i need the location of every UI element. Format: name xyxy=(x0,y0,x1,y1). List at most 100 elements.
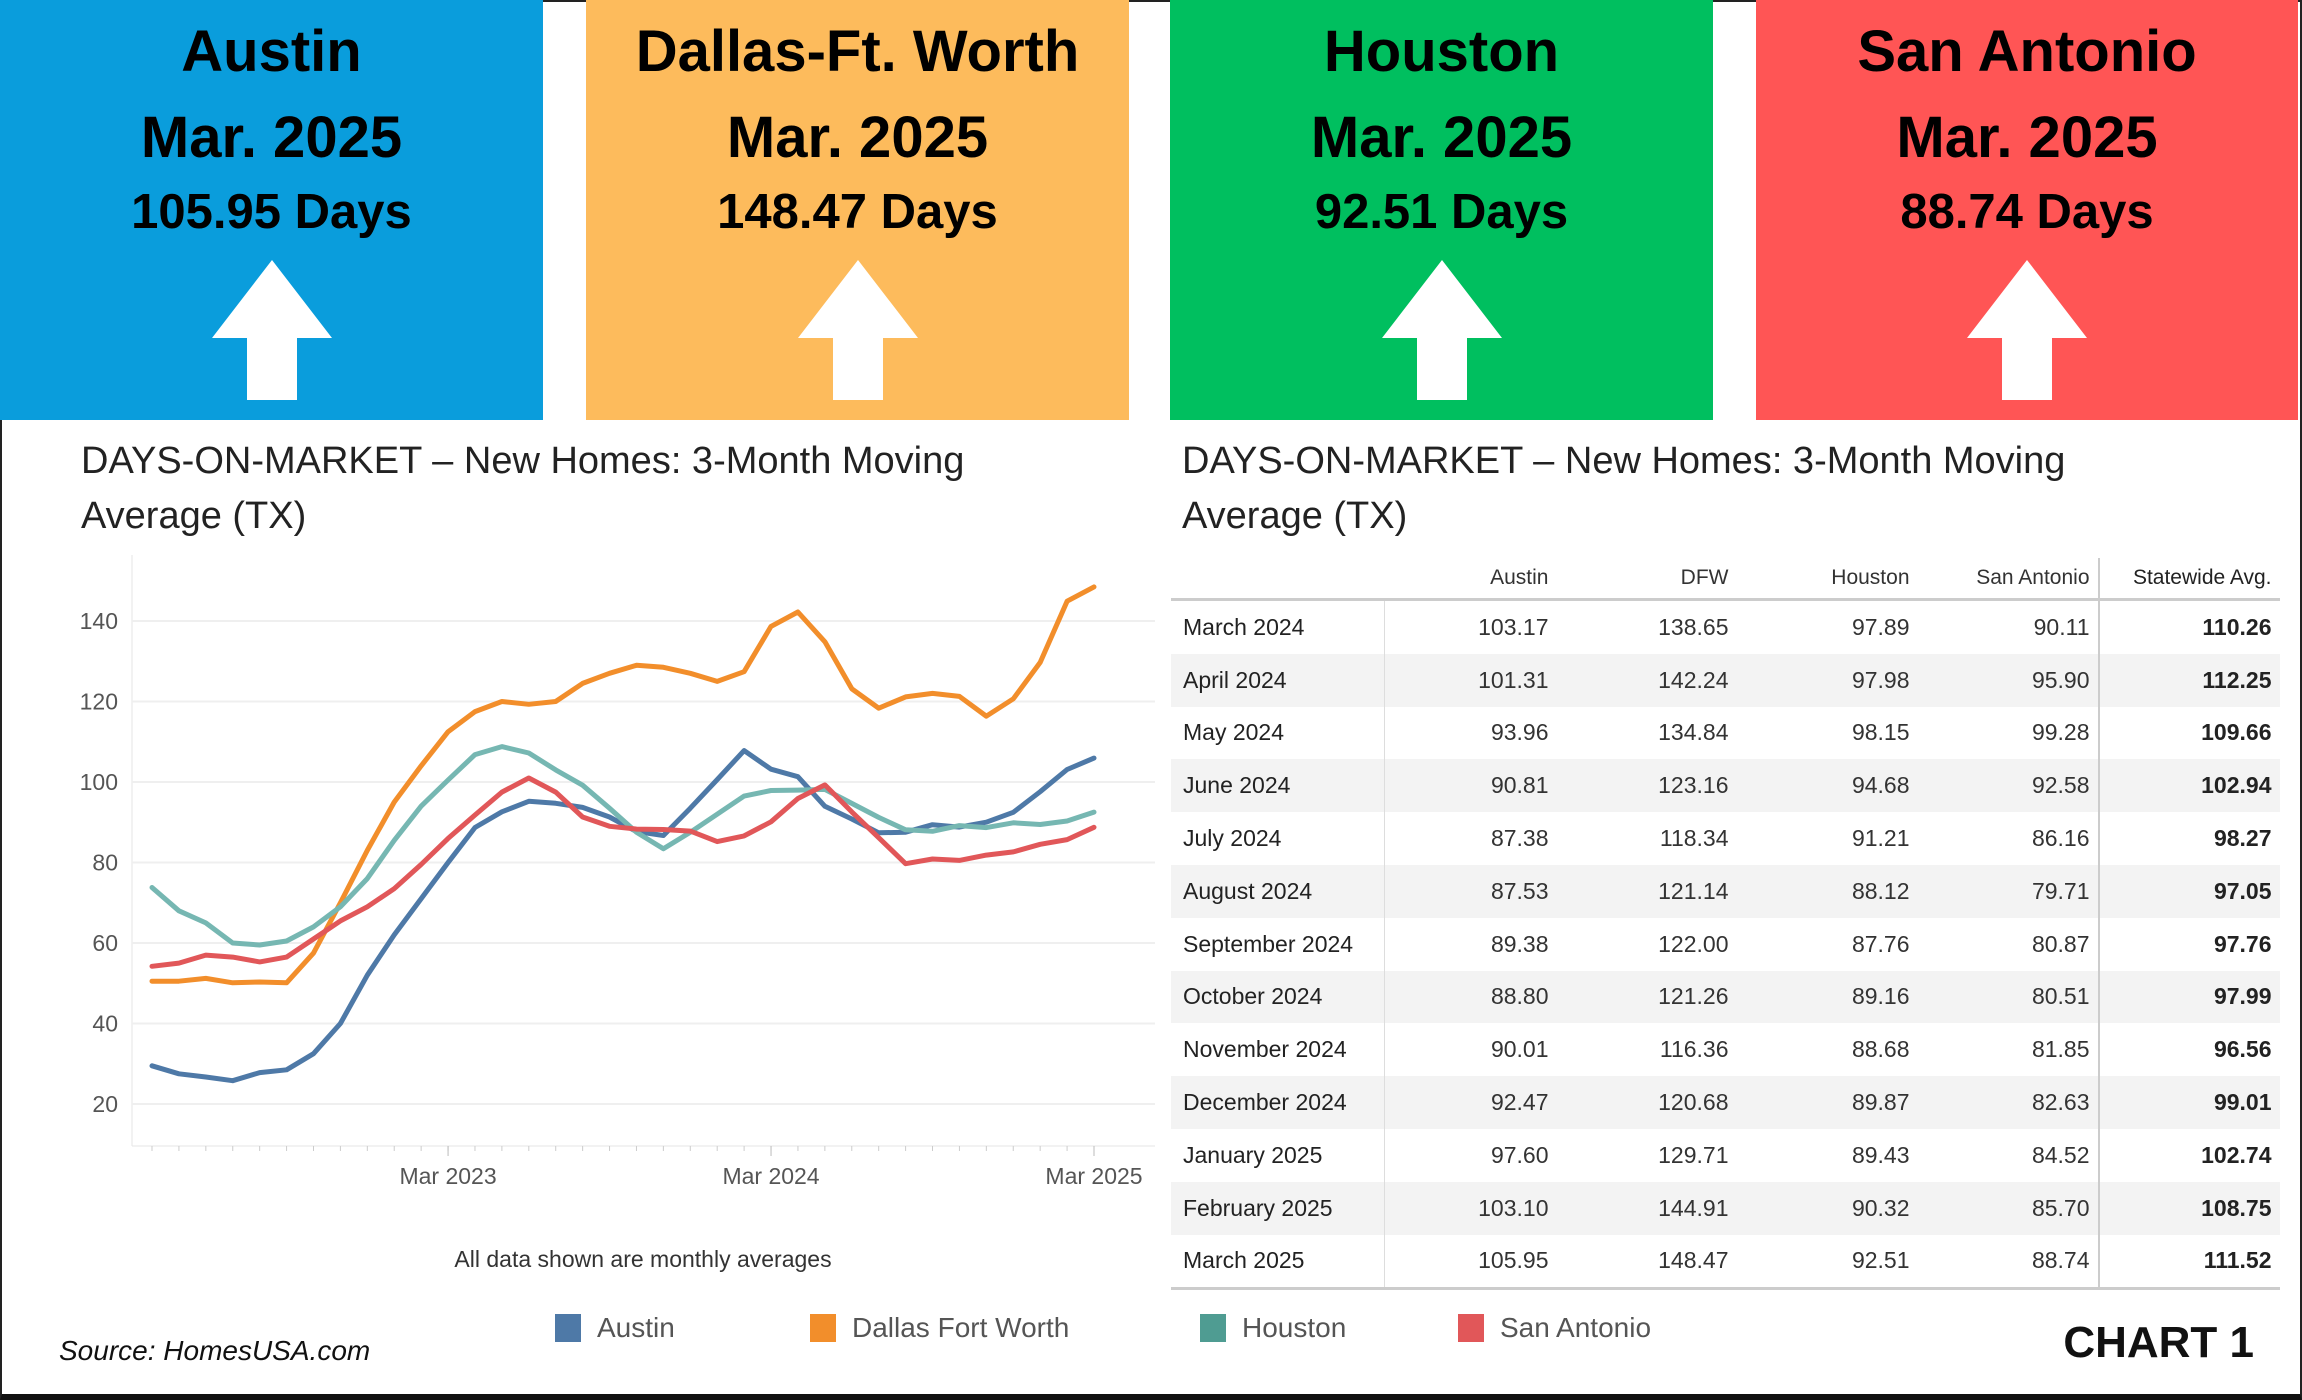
table-cell: 90.01 xyxy=(1490,1036,1549,1063)
table-row: March 2024 103.17 138.65 97.89 90.11 110.26 xyxy=(1171,599,2280,654)
column-header xyxy=(1171,558,1385,601)
table-cell: 95.90 xyxy=(1917,653,2099,707)
table-cell: 101.31 xyxy=(1384,653,1557,707)
card-city: San Antonio xyxy=(1857,19,2197,84)
table-row: September 2024 89.38 122.00 87.76 80.87 97.76 xyxy=(1171,917,2280,971)
arrow-up-icon xyxy=(211,260,332,400)
table-cell: 97.60 xyxy=(1490,1141,1549,1168)
legend-swatch xyxy=(555,1314,581,1342)
arrow-up-icon xyxy=(1381,260,1502,400)
legend-swatch xyxy=(810,1314,836,1342)
row-label: September 2024 xyxy=(1171,917,1385,971)
table-cell: 85.70 xyxy=(1917,1181,2099,1235)
card-city: Austin xyxy=(181,19,362,84)
table-cell: 90.32 xyxy=(1736,1181,1918,1235)
table-cell: 80.51 xyxy=(1917,970,2099,1024)
table-cell: 116.36 xyxy=(1659,1036,1729,1063)
table-cell: 118.34 xyxy=(1659,825,1729,852)
table-cell: 91.21 xyxy=(1851,825,1910,852)
row-label: October 2024 xyxy=(1171,970,1385,1024)
table-cell: 123.16 xyxy=(1556,759,1737,813)
table-cell: 111.52 xyxy=(2097,1234,2280,1291)
table-row: August 2024 87.53 121.14 88.12 79.71 97.05 xyxy=(1171,864,2280,918)
table-title: DAYS-ON-MARKET – New Homes: 3-Month Movi… xyxy=(1182,434,2065,544)
y-tick-label: 140 xyxy=(80,608,118,634)
card-san-antonio: San Antonio Mar. 2025 88.74 Days xyxy=(1756,0,2298,420)
table-cell: 134.84 xyxy=(1658,719,1729,746)
y-tick-label: 100 xyxy=(80,769,118,795)
column-header: San Antonio xyxy=(1917,558,2099,601)
table-cell: 102.94 xyxy=(2097,759,2280,813)
table-cell: 86.16 xyxy=(2031,825,2090,852)
table-cell: 129.71 xyxy=(1658,1141,1729,1168)
legend-san-antonio[interactable]: San Antonio xyxy=(1458,1312,1651,1344)
table-cell: 98.15 xyxy=(1851,719,1910,746)
card-date: Mar. 2025 xyxy=(726,105,989,170)
table-cell: 90.11 xyxy=(2033,613,2090,640)
table-row: April 2024 101.31 142.24 97.98 95.90 112.25 xyxy=(1171,653,2280,707)
table-cell: 144.91 xyxy=(1556,1181,1737,1235)
card-city: Houston xyxy=(1323,19,1560,84)
table-cell: 87.76 xyxy=(1851,930,1910,957)
table-row: March 2025 105.95 148.47 92.51 88.74 111.52 xyxy=(1171,1234,2280,1291)
x-tick-label: Mar 2025 xyxy=(1045,1163,1142,1189)
y-tick-label: 80 xyxy=(92,850,118,876)
y-tick-label: 20 xyxy=(92,1091,118,1117)
row-label: April 2024 xyxy=(1171,653,1385,707)
y-tick-label: 120 xyxy=(80,689,118,715)
table-cell: 89.87 xyxy=(1736,1076,1918,1129)
table-cell: 102.74 xyxy=(2097,1128,2280,1182)
table-cell: 97.89 xyxy=(1851,613,1910,640)
series-line-houston xyxy=(149,744,1097,948)
row-label: May 2024 xyxy=(1171,706,1385,760)
table-cell: 94.68 xyxy=(1736,759,1918,813)
row-label: June 2024 xyxy=(1171,759,1385,813)
row-label: March 2025 xyxy=(1171,1234,1385,1291)
table-cell: 89.16 xyxy=(1736,970,1918,1024)
line-chart: 20 40 60 80 100 120 140 Mar 2023 Mar 2024 Mar 202… xyxy=(80,555,1155,1189)
row-label: November 2024 xyxy=(1171,1023,1385,1077)
table-row: July 2024 87.38 118.34 91.21 86.16 98.27 xyxy=(1171,812,2280,865)
legend-label: Dallas Fort Worth xyxy=(852,1312,1070,1343)
arrow-up-icon xyxy=(1967,260,2087,400)
table-cell: 97.99 xyxy=(2097,970,2280,1024)
table-cell: 103.17 xyxy=(1478,613,1549,640)
table-cell: 88.12 xyxy=(1736,864,1918,918)
table-title-line-1: DAYS-ON-MARKET – New Homes: 3-Month Movi… xyxy=(1182,440,2066,482)
legend-swatch xyxy=(1200,1314,1226,1342)
table-cell: 98.27 xyxy=(2097,812,2280,865)
card-days: 92.51 Days xyxy=(1314,185,1569,239)
legend-dfw[interactable]: Dallas Fort Worth xyxy=(810,1312,1069,1344)
x-tick-label: Mar 2023 xyxy=(399,1163,496,1189)
table-cell: 88.80 xyxy=(1384,970,1557,1024)
column-header: Statewide Avg. xyxy=(2097,558,2280,601)
table-cell: 97.76 xyxy=(2097,917,2280,971)
chart-label: CHART 1 xyxy=(2063,1318,2254,1367)
legend-houston[interactable]: Houston xyxy=(1200,1312,1346,1344)
table-cell: 108.75 xyxy=(2097,1181,2280,1235)
source-text: Source: HomesUSA.com xyxy=(59,1335,371,1366)
table-cell: 84.52 xyxy=(2031,1141,2090,1168)
table-cell: 88.74 xyxy=(1917,1234,2099,1291)
table-cell: 142.24 xyxy=(1556,653,1737,707)
table-cell: 97.98 xyxy=(1736,653,1918,707)
card-days: 105.95 Days xyxy=(131,185,412,239)
card-city: Dallas-Ft. Worth xyxy=(635,19,1080,84)
row-label: February 2025 xyxy=(1171,1181,1385,1235)
card-dfw: Dallas-Ft. Worth Mar. 2025 148.47 Days xyxy=(586,0,1129,420)
table-row: December 2024 92.47 120.68 89.87 82.63 99.01 xyxy=(1171,1076,2280,1129)
table-cell: 81.85 xyxy=(2031,1036,2090,1063)
chart-title-line-1: DAYS-ON-MARKET – New Homes: 3-Month Movi… xyxy=(81,440,965,482)
table-row: June 2024 90.81 123.16 94.68 92.58 102.94 xyxy=(1171,759,2280,813)
table-cell: 92.51 xyxy=(1736,1234,1918,1291)
column-header: Houston xyxy=(1736,558,1918,601)
table-cell: 89.43 xyxy=(1851,1141,1910,1168)
table-row: February 2025 103.10 144.91 90.32 85.70 108.7… xyxy=(1171,1181,2280,1235)
card-austin: Austin Mar. 2025 105.95 Days xyxy=(0,0,543,420)
card-date: Mar. 2025 xyxy=(1310,105,1573,170)
table-cell: 89.38 xyxy=(1490,930,1549,957)
row-label: March 2024 xyxy=(1171,599,1385,654)
table-header-row: Austin DFW Houston San Antonio Statewide Avg… xyxy=(1171,558,2280,601)
legend-austin[interactable]: Austin xyxy=(555,1312,675,1344)
